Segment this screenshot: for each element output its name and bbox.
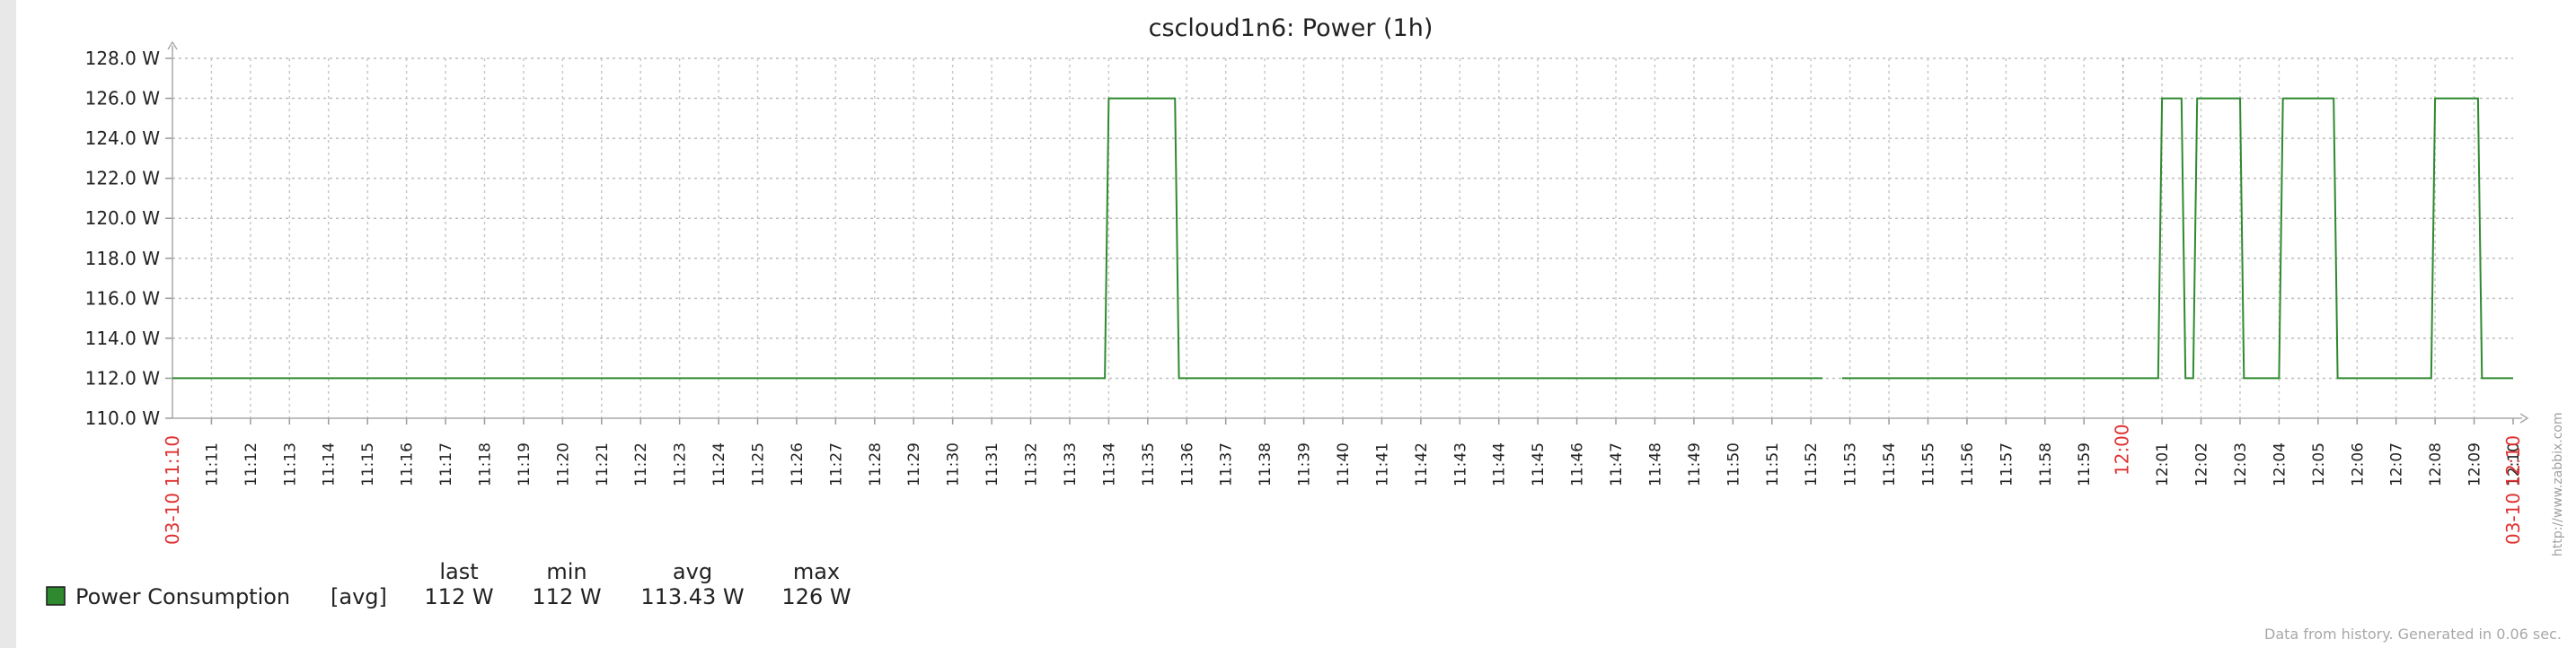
x-tick-label: 11:48 <box>1646 442 1664 486</box>
legend-value-avg: 113.43 W <box>640 584 744 609</box>
x-start-label: 03-10 11:10 <box>162 435 183 545</box>
x-tick-label: 11:46 <box>1569 442 1587 486</box>
legend-color-swatch <box>46 586 66 606</box>
x-end-label: 03-10 12:10 <box>2502 435 2524 545</box>
x-tick-label: 11:33 <box>1062 442 1080 486</box>
legend-value-max: 126 W <box>781 584 851 609</box>
y-tick-label: 124.0 W <box>85 127 161 149</box>
x-tick-label: 11:56 <box>1959 442 1977 486</box>
x-tick-label: 11:24 <box>710 442 728 486</box>
x-tick-label: 11:38 <box>1257 442 1275 486</box>
x-tick-label: 11:26 <box>789 442 807 486</box>
legend-series-name: Power Consumption <box>75 584 290 609</box>
x-tick-label: 11:49 <box>1686 442 1704 486</box>
x-tick-label: 11:14 <box>321 442 339 486</box>
x-tick-label: 11:16 <box>399 442 417 486</box>
legend-value-last: 112 W <box>424 584 493 609</box>
x-tick-label: 11:25 <box>750 442 768 486</box>
legend-series-func: [avg] <box>331 584 387 609</box>
x-tick-label: 11:37 <box>1218 442 1236 486</box>
y-tick-label: 114.0 W <box>85 328 161 349</box>
x-tick-label: 11:39 <box>1296 442 1314 486</box>
x-tick-label: 11:29 <box>905 442 923 486</box>
x-tick-label: 11:54 <box>1881 442 1899 486</box>
x-tick-label: 11:35 <box>1140 442 1158 486</box>
x-tick-label: 11:18 <box>476 442 494 486</box>
x-tick-label: 11:21 <box>594 442 612 486</box>
x-tick-label: 11:11 <box>203 442 221 486</box>
y-tick-label: 120.0 W <box>85 207 161 229</box>
x-tick-label: 11:40 <box>1335 442 1353 486</box>
x-tick-label: 12:01 <box>2154 442 2172 486</box>
x-tick-label: 12:07 <box>2388 442 2406 486</box>
x-tick-label: 12:06 <box>2349 442 2367 486</box>
x-tick-label: 11:42 <box>1413 442 1431 486</box>
x-tick-label: 11:36 <box>1178 442 1196 486</box>
x-tick-label: 11:34 <box>1100 442 1118 486</box>
legend-header-min: min <box>546 559 587 584</box>
x-tick-label: 12:04 <box>2271 442 2289 486</box>
legend-header-max: max <box>793 559 840 584</box>
axis-layer <box>165 40 2529 425</box>
footer-note: Data from history. Generated in 0.06 sec… <box>2264 626 2562 643</box>
x-tick-label: 11:41 <box>1373 442 1391 486</box>
zabbix-url-label: http://www.zabbix.com <box>2551 412 2565 556</box>
x-tick-label: 11:28 <box>867 442 885 486</box>
x-tick-label: 11:23 <box>672 442 690 486</box>
x-tick-label: 11:12 <box>243 442 260 486</box>
y-axis-arrow <box>167 40 178 50</box>
y-tick-label: 126.0 W <box>85 88 161 109</box>
x-tick-label: 11:51 <box>1764 442 1782 486</box>
y-tick-label: 112.0 W <box>85 367 161 389</box>
series-line <box>1841 97 2513 380</box>
series-layer <box>172 97 2513 380</box>
x-tick-label: 11:22 <box>632 442 650 486</box>
x-tick-label: 11:30 <box>945 442 963 486</box>
x-tick-label: 11:52 <box>1803 442 1821 486</box>
y-tick-label: 118.0 W <box>85 248 161 269</box>
x-tick-label: 11:43 <box>1451 442 1469 486</box>
x-tick-label: 11:59 <box>2076 442 2094 486</box>
x-tick-label: 11:19 <box>516 442 534 486</box>
y-tick-labels: 128.0 W 126.0 W 124.0 W 122.0 W 120.0 W 118.0… <box>85 48 161 429</box>
y-tick-label: 128.0 W <box>85 48 161 69</box>
x-tick-label: 11:53 <box>1842 442 1860 486</box>
x-tick-label: 11:17 <box>437 442 455 486</box>
x-tick-label: 11:20 <box>554 442 572 486</box>
graph-panel <box>16 0 2576 648</box>
x-tick-label: 11:57 <box>1998 442 2016 486</box>
x-tick-label: 12:09 <box>2466 442 2484 486</box>
legend-header-avg: avg <box>673 559 712 584</box>
legend: last min avg max Power Consumption [avg]… <box>46 559 851 609</box>
y-tick-label: 110.0 W <box>85 407 161 429</box>
x-tick-label: 11:58 <box>2037 442 2055 486</box>
x-tick-labels: 11:11 11:12 11:13 11:14 11:15 11:16 11:17 11:18… <box>203 424 2523 486</box>
y-tick-label: 116.0 W <box>85 287 161 309</box>
chart-title: cscloud1n6: Power (1h) <box>1149 14 1434 42</box>
x-tick-label: 11:47 <box>1608 442 1626 486</box>
x-tick-label: 12:03 <box>2232 442 2250 486</box>
x-tick-label: 11:27 <box>827 442 845 486</box>
legend-value-min: 112 W <box>532 584 601 609</box>
x-tick-label: 12:08 <box>2427 442 2445 486</box>
x-tick-label: 11:45 <box>1530 442 1548 486</box>
series-line <box>172 97 1823 380</box>
x-tick-label: 11:31 <box>984 442 1001 486</box>
x-tick-label: 12:05 <box>2310 442 2328 486</box>
x-tick-label: 11:50 <box>1725 442 1742 486</box>
x-tick-label: 11:32 <box>1023 442 1041 486</box>
y-tick-label: 122.0 W <box>85 168 161 189</box>
x-tick-label: 12:10 <box>2505 442 2523 486</box>
legend-header-last: last <box>439 559 478 584</box>
x-tick-label: 11:15 <box>359 442 377 486</box>
x-axis-arrow <box>2519 413 2529 424</box>
x-tick-label: 12:02 <box>2193 442 2211 486</box>
x-tick-label: 11:13 <box>281 442 299 486</box>
x-tick-label: 12:00 <box>2112 424 2133 476</box>
x-tick-label: 11:44 <box>1491 442 1509 486</box>
x-tick-label: 11:55 <box>1920 442 1938 486</box>
